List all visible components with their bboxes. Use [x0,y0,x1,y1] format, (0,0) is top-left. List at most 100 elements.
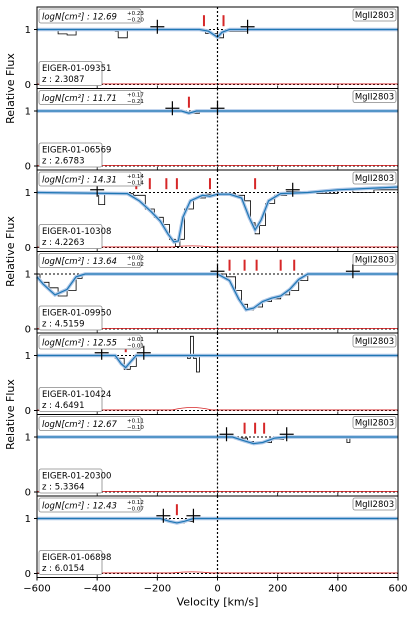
object-box [38,387,103,412]
logn-err-down: −0.02 [127,262,144,268]
panel-EIGER-01-09351: 1 0 logN[cm²] : 12.69 +0.23−0.20 MgII2803 EIG… [25,6,399,91]
logn-err-down: −0.14 [127,181,144,187]
logn-err-up: +0.02 [127,256,144,262]
y-axis-label: Relative Flux [4,379,17,450]
logn-box [38,90,142,105]
object-box [38,224,103,249]
x-axis-label: Velocity [km/s] [177,596,259,609]
object-name: EIGER-01-06569 [42,146,111,156]
logn-err-down: −0.20 [127,18,144,24]
panel-EIGER-01-06898: 1 0 logN[cm²] : 12.43 +0.12−0.07 MgII2803 EIG… [25,495,399,580]
model-fit [36,273,398,311]
logn-label: logN[cm²] : 12.67 [42,420,118,430]
object-name: EIGER-01-10308 [42,227,111,237]
logn-err-up: +0.17 [127,93,144,99]
object-redshift: z : 6.0154 [42,564,84,574]
x-tick-label: −600 [23,584,50,595]
y-tick-label: 0 [25,569,31,580]
logn-box [38,171,142,187]
logn-box [38,253,142,268]
panel-EIGER-01-09950: 1 0 logN[cm²] : 13.64 +0.02−0.02 MgII2803 EIG… [25,251,399,336]
object-name: EIGER-01-09351 [42,64,111,74]
x-tick-label: −400 [83,584,110,595]
ion-label: MgII2803 [355,93,394,103]
ion-label: MgII2803 [355,11,394,21]
y-tick-label: 1 [25,25,31,36]
ion-box [352,253,397,266]
y-tick-label: 0 [25,162,31,173]
x-tick-label: 400 [328,584,347,595]
object-box [38,142,103,168]
object-box [38,550,103,575]
logn-err-up: +0.11 [127,419,144,425]
y-tick-label: 1 [25,514,31,525]
logn-label: logN[cm²] : 11.71 [42,94,117,104]
y-tick-label: 1 [25,107,31,118]
panel-EIGER-01-20300: 1 0 logN[cm²] : 12.67 +0.11−0.10 MgII2803 EIG… [25,414,399,499]
data-spectrum [37,273,399,311]
logn-box [38,334,142,350]
logn-err-up: +0.12 [127,500,144,506]
error-spectrum [37,245,398,248]
ion-box [352,416,397,429]
x-tick-label: 600 [388,584,407,595]
model-fit [36,186,399,243]
logn-box [38,497,142,513]
object-redshift: z : 2.3087 [42,75,84,85]
object-box [38,61,103,86]
logn-err-up: +0.14 [127,174,144,180]
object-redshift: z : 2.6783 [42,157,84,167]
model-fit [37,28,398,38]
logn-err-down: −0.21 [127,99,144,105]
y-tick-label: 1 [25,351,31,362]
y-tick-label: 0 [25,325,31,336]
y-axis-label: Relative Flux [4,53,17,124]
logn-box [38,416,142,431]
model-fit [37,354,398,369]
error-spectrum [37,407,398,411]
logn-err-down: −0.01 [127,344,144,350]
object-name: EIGER-01-09950 [42,309,111,319]
y-axis-label: Relative Flux [4,216,17,287]
y-tick-label: 0 [25,80,31,91]
logn-label: logN[cm²] : 12.69 [42,13,117,23]
x-tick-label: 0 [214,584,220,595]
object-redshift: z : 4.2263 [42,238,84,248]
logn-err-up: +0.01 [127,337,144,343]
logn-err-up: +0.23 [127,11,144,17]
ion-label: MgII2803 [355,500,394,510]
logn-box [38,8,142,24]
x-tick-label: 200 [268,584,287,595]
error-spectrum [37,571,398,574]
ion-label: MgII2803 [355,256,394,266]
logn-err-down: −0.10 [127,425,144,431]
logn-label: logN[cm²] : 14.31 [42,176,117,186]
object-name: EIGER-01-10424 [42,390,111,400]
ion-box [352,171,397,185]
object-redshift: z : 4.6491 [42,401,84,411]
model-fit [37,110,398,114]
logn-err-down: −0.07 [127,507,144,513]
y-tick-label: 1 [25,188,31,199]
y-tick-label: 0 [25,488,31,499]
logn-label: logN[cm²] : 12.43 [42,502,117,512]
ion-box [352,497,397,511]
ion-label: MgII2803 [355,174,394,184]
ion-box [352,90,397,103]
object-name: EIGER-01-06898 [42,553,111,563]
y-tick-label: 0 [25,406,31,417]
ion-label: MgII2803 [355,337,394,347]
panel-EIGER-01-06569: 1 0 logN[cm²] : 11.71 +0.17−0.21 MgII2803 EIG… [25,88,399,173]
ion-box [352,334,397,348]
ion-box [352,8,397,22]
panel-EIGER-01-10308: 1 0 logN[cm²] : 14.31 +0.14−0.14 MgII2803 EIG… [25,169,399,254]
object-box [38,468,103,494]
data-spectrum [37,29,398,39]
ion-label: MgII2803 [355,419,394,429]
y-tick-label: 0 [25,243,31,254]
model-fit [37,436,398,445]
object-box [38,305,103,331]
x-tick-label: −200 [144,584,171,595]
logn-label: logN[cm²] : 13.64 [42,257,117,267]
